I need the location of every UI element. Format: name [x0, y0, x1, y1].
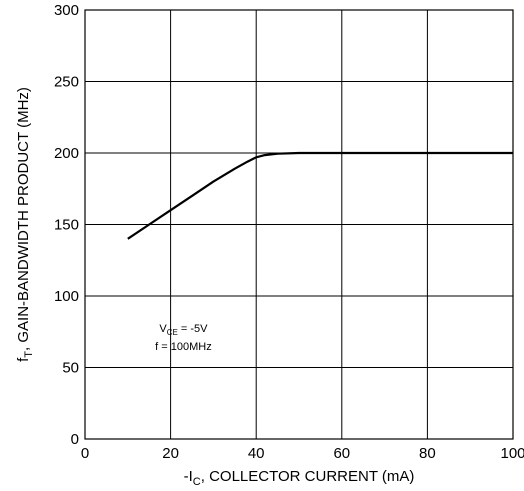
- x-tick-label: 0: [81, 445, 89, 462]
- y-tick-label: 0: [71, 431, 79, 448]
- x-tick-label: 40: [248, 445, 265, 462]
- y-tick-label: 300: [54, 2, 79, 19]
- y-axis-label: fT, GAIN-BANDWIDTH PRODUCT (MHz): [15, 87, 35, 362]
- x-tick-label: 60: [333, 445, 350, 462]
- y-tick-label: 150: [54, 217, 79, 234]
- plot-frame: [84, 9, 514, 440]
- y-tick-label: 50: [62, 360, 79, 377]
- x-tick-label: 80: [419, 445, 436, 462]
- series-line: [127, 151, 513, 240]
- x-axis-ticks: 0 20 40 60 80 100: [81, 445, 524, 462]
- annotation-frequency: f = 100MHz: [155, 341, 212, 353]
- y-axis-ticks: 0 50 100 150 200 250 300: [54, 2, 79, 448]
- y-tick-label: 200: [54, 145, 79, 162]
- x-axis-label: -IC, COLLECTOR CURRENT (mA): [184, 468, 415, 488]
- y-tick-label: 100: [54, 288, 79, 305]
- y-tick-label: 250: [54, 74, 79, 91]
- annotation-vce: VCE = -5V: [159, 323, 208, 337]
- x-tick-label: 100: [500, 445, 524, 462]
- x-tick-label: 20: [162, 445, 179, 462]
